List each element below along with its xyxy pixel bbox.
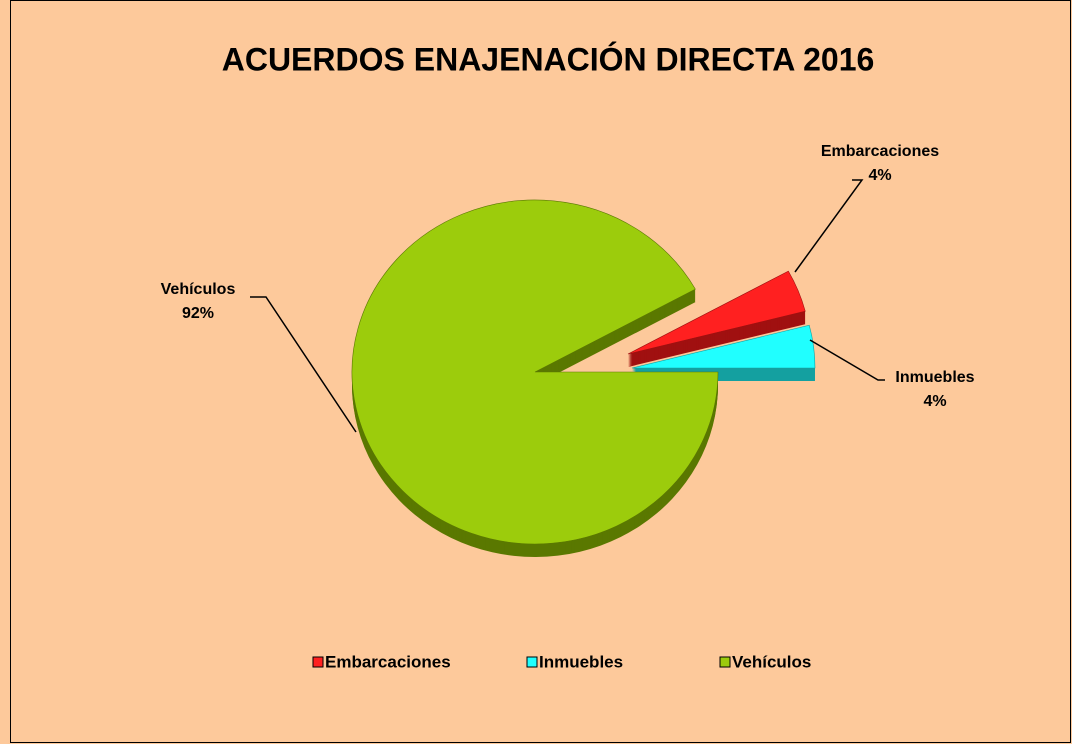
legend-label: Embarcaciones	[325, 652, 451, 671]
slice	[631, 324, 816, 369]
data-label-name: Embarcaciones	[821, 143, 939, 160]
leader-line	[250, 296, 357, 433]
legend-label: Inmuebles	[539, 652, 623, 671]
legend-swatch	[526, 656, 538, 668]
slice	[627, 270, 806, 355]
slice	[351, 199, 719, 545]
data-label-name: Vehículos	[161, 281, 236, 298]
leader-line	[794, 179, 864, 273]
legend-swatch	[719, 656, 731, 668]
data-label-value: 92%	[182, 305, 214, 322]
chart-title: ACUERDOS ENAJENACIÓN DIRECTA 2016	[222, 41, 875, 77]
legend-swatch	[312, 656, 324, 668]
data-label-value: 4%	[923, 393, 946, 410]
leader-line	[809, 339, 885, 381]
data-label-value: 4%	[868, 167, 891, 184]
data-label-name: Inmuebles	[895, 369, 974, 386]
legend-label: Vehículos	[732, 652, 811, 671]
